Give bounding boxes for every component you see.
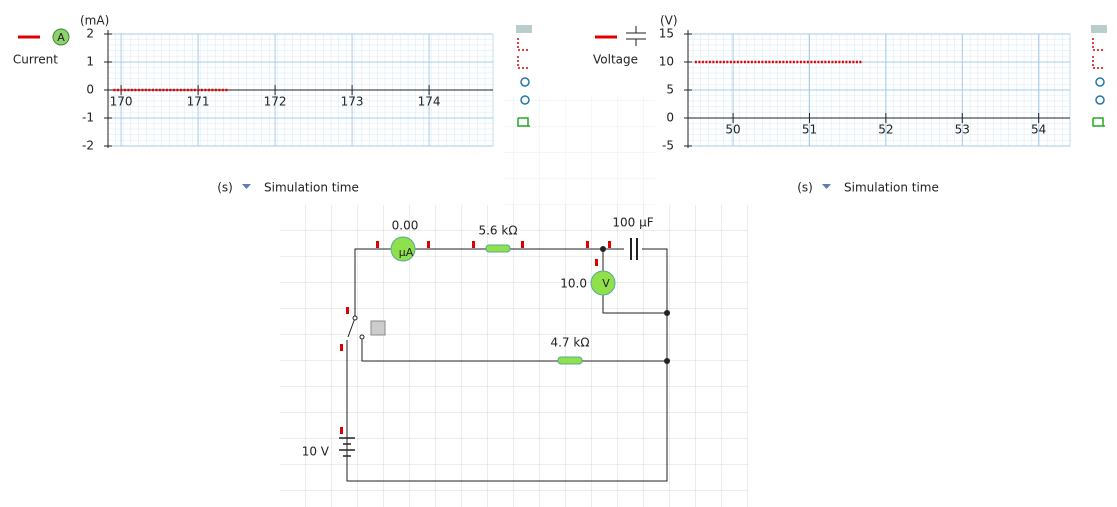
y-tick-label: 1: [86, 55, 94, 69]
toolbar[interactable]: [1091, 25, 1107, 127]
junction: [664, 358, 670, 364]
battery[interactable]: [339, 437, 355, 457]
x-dropdown[interactable]: [242, 184, 251, 189]
tool-zoom-box[interactable]: [1092, 38, 1105, 51]
voltmeter[interactable]: [590, 270, 616, 296]
x-tick-label: 174: [418, 95, 441, 109]
x-unit: (s): [797, 181, 813, 195]
y-unit: (V): [660, 14, 678, 28]
battery-label: 10 V: [302, 445, 330, 459]
y-unit: (mA): [80, 14, 109, 28]
y-tick-label: 5: [666, 83, 674, 97]
probes: [340, 241, 611, 434]
x-label: Simulation time: [264, 181, 359, 195]
capacitor-icon: [626, 26, 646, 46]
y-tick-label: 10: [659, 55, 674, 69]
y-tick-label: 0: [86, 83, 94, 97]
ammeter-icon: [52, 28, 70, 46]
resistor-label: 5.6 kΩ: [478, 224, 517, 238]
tool-fit[interactable]: [517, 56, 530, 69]
y-tick-label: -5: [662, 139, 674, 153]
ammeter-icon-label: A: [57, 31, 65, 44]
ammeter[interactable]: [390, 236, 416, 262]
ammeter-reading: 0.00: [392, 219, 419, 233]
resistor-label: 4.7 kΩ: [550, 336, 589, 350]
switch-button[interactable]: [370, 320, 386, 336]
tool-handle[interactable]: [516, 25, 532, 33]
y-tick-label: 0: [666, 111, 674, 125]
resistor[interactable]: [557, 356, 583, 365]
tool-reset[interactable]: [517, 117, 530, 127]
tool-zoom-in[interactable]: [1095, 77, 1105, 87]
series-name: Voltage: [593, 53, 638, 67]
junction: [600, 246, 606, 252]
tool-zoom-in[interactable]: [520, 77, 530, 87]
x-tick-label: 52: [878, 123, 893, 137]
voltmeter-reading: 10.0: [560, 277, 587, 291]
wires: [346, 248, 668, 482]
x-tick-label: 172: [264, 95, 287, 109]
x-tick-label: 50: [725, 123, 740, 137]
x-unit: (s): [217, 181, 233, 195]
x-tick-label: 171: [187, 95, 210, 109]
y-tick-label: -2: [82, 139, 94, 153]
tool-zoom-box[interactable]: [517, 38, 530, 51]
tool-handle[interactable]: [1091, 25, 1107, 33]
tool-reset[interactable]: [1092, 117, 1105, 127]
capacitor-label: 100 μF: [612, 216, 653, 230]
x-label: Simulation time: [844, 181, 939, 195]
x-tick-label: 51: [802, 123, 817, 137]
switch-contact: [359, 334, 365, 340]
y-tick-label: 15: [659, 27, 674, 41]
x-tick-label: 173: [341, 95, 364, 109]
switch-contact: [352, 315, 358, 321]
voltmeter-unit: V: [602, 277, 610, 290]
x-dropdown[interactable]: [822, 184, 831, 189]
x-tick-label: 53: [955, 123, 970, 137]
capacitor[interactable]: [630, 238, 638, 260]
y-tick-label: 2: [86, 27, 94, 41]
ammeter-unit: μA: [399, 246, 414, 259]
resistor[interactable]: [485, 244, 511, 253]
series-name: Current: [13, 53, 58, 67]
tool-zoom-out[interactable]: [520, 95, 530, 105]
tool-fit[interactable]: [1092, 56, 1105, 69]
x-tick-label: 54: [1031, 123, 1046, 137]
circuit-grid: [280, 205, 748, 507]
x-tick-label: 170: [110, 95, 133, 109]
grid-faint: [503, 95, 655, 205]
junction: [664, 310, 670, 316]
tool-zoom-out[interactable]: [1095, 95, 1105, 105]
toolbar[interactable]: [516, 25, 532, 127]
y-tick-label: -1: [82, 111, 94, 125]
